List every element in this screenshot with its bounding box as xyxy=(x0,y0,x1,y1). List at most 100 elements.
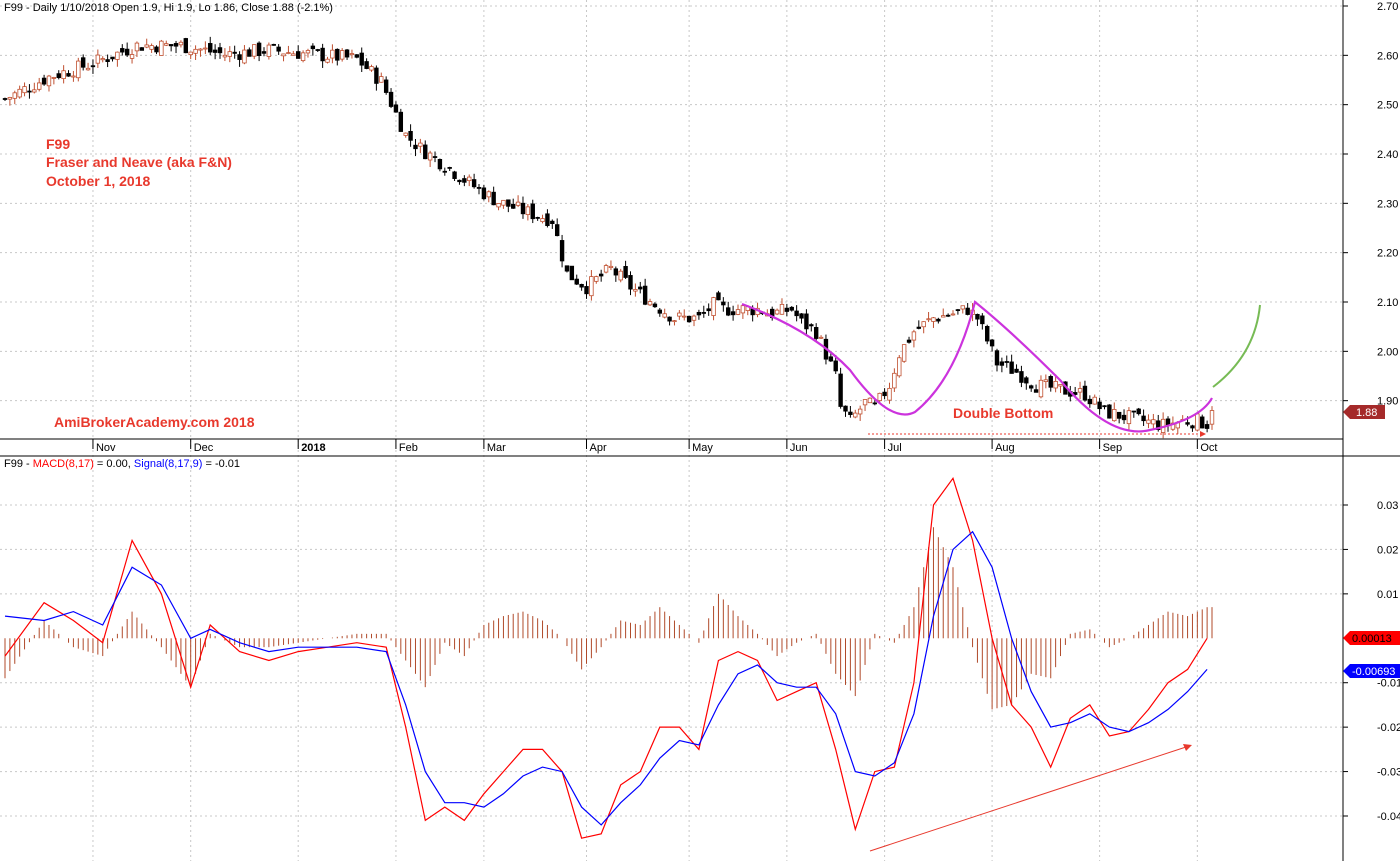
candle-body xyxy=(677,312,682,317)
title-company: Fraser and Neave (aka F&N) xyxy=(46,154,232,170)
close-tag-value: 1.88 xyxy=(1356,407,1377,419)
candle-body xyxy=(853,412,858,418)
candle-body xyxy=(418,142,423,147)
title-ticker: F99 xyxy=(46,136,70,152)
candle-body xyxy=(701,312,706,314)
candle-body xyxy=(41,77,47,85)
candle-body xyxy=(452,171,457,179)
candle-body xyxy=(359,52,364,66)
x-axis-ticks: Nov Dec 2018 Feb Mar Apr May Jun Jul Aug Sep Oct xyxy=(92,439,1217,454)
candle-body xyxy=(496,202,501,208)
candle-body xyxy=(1209,410,1215,425)
x-tick-label: Nov xyxy=(96,442,116,454)
candle-body xyxy=(413,144,418,150)
candle-body xyxy=(569,265,575,281)
candle-body xyxy=(437,159,443,170)
candle-body xyxy=(740,305,746,314)
candle-body xyxy=(892,372,897,389)
close-price-tag: 1.88 xyxy=(1343,405,1385,419)
candle-body xyxy=(843,405,848,412)
macd-header-signal-label: Signal(8,17,9) xyxy=(134,458,203,470)
price-tick-label: 2.70 xyxy=(1377,1,1398,13)
signal-tag-value: -0.00693 xyxy=(1352,666,1395,678)
candle-body xyxy=(608,265,614,268)
candle-body xyxy=(168,44,174,47)
candle-body xyxy=(476,187,482,189)
candle-body xyxy=(525,206,531,216)
candle-body xyxy=(222,54,228,58)
candle-body xyxy=(857,408,863,415)
candle-body xyxy=(85,67,91,71)
x-tick-label: Jul xyxy=(888,442,902,454)
candle-body xyxy=(1028,385,1034,389)
candle-body xyxy=(17,88,22,98)
candle-body xyxy=(335,48,340,61)
candle-body xyxy=(124,48,130,56)
candle-body xyxy=(613,268,619,276)
candle-body xyxy=(32,89,37,93)
candle-body xyxy=(1156,420,1161,431)
macd-tick-label: -0.04 xyxy=(1377,811,1400,823)
candle-body xyxy=(921,321,926,328)
candle-body xyxy=(667,316,672,322)
candle-body xyxy=(247,49,252,57)
candle-body xyxy=(721,301,726,306)
candle-body xyxy=(594,276,599,282)
candle-body xyxy=(535,216,540,219)
candle-body xyxy=(129,54,135,59)
candle-body xyxy=(603,265,609,273)
candle-body xyxy=(105,59,110,62)
macd-tag-value: 0.00013 xyxy=(1352,633,1392,645)
candle-body xyxy=(652,303,658,308)
candle-body xyxy=(804,313,809,330)
candle-body xyxy=(989,339,995,347)
candle-body xyxy=(574,278,579,285)
candle-body xyxy=(120,48,125,53)
candle-body xyxy=(1190,425,1195,429)
candle-body xyxy=(457,179,462,183)
x-tick-label: May xyxy=(692,442,713,454)
candle-body xyxy=(208,43,213,53)
candle-body xyxy=(916,326,922,329)
candle-body xyxy=(320,47,325,62)
candle-body xyxy=(784,307,790,312)
candle-body xyxy=(813,327,819,339)
candle-body xyxy=(369,66,374,71)
candle-body xyxy=(193,48,198,54)
x-tick-label: Feb xyxy=(399,442,418,454)
candle-body xyxy=(1146,419,1151,424)
candle-body xyxy=(393,104,399,113)
candle-body xyxy=(657,309,663,314)
candle-body xyxy=(1009,361,1014,374)
price-tick-label: 2.40 xyxy=(1377,149,1398,161)
candle-body xyxy=(203,47,208,50)
price-tick-label: 2.50 xyxy=(1377,100,1398,112)
candle-body xyxy=(877,392,882,402)
candle-body xyxy=(281,53,286,57)
candle-body xyxy=(985,326,990,342)
candle-body xyxy=(1195,413,1200,431)
signal-tag-shape xyxy=(1343,664,1400,678)
candle-body xyxy=(906,339,912,343)
candle-body xyxy=(242,49,247,64)
candle-body xyxy=(432,156,438,158)
signal-value-tag: -0.00693 xyxy=(1343,664,1400,678)
candle-body xyxy=(867,397,873,404)
candle-body xyxy=(447,167,452,169)
candle-body xyxy=(711,297,716,316)
price-tick-label: 2.20 xyxy=(1377,248,1398,260)
macd-tick-label: 0.01 xyxy=(1377,589,1398,601)
pattern-label: Double Bottom xyxy=(953,405,1053,421)
support-arrowhead xyxy=(1200,431,1206,437)
candle-body xyxy=(154,46,159,53)
macd-tick-label: 0.02 xyxy=(1377,544,1398,556)
candle-body xyxy=(71,75,76,78)
candle-body xyxy=(467,176,472,182)
candle-body xyxy=(1185,422,1190,425)
macd-header-prefix: F99 - xyxy=(4,458,33,470)
candle-body xyxy=(1131,410,1137,413)
candle-body xyxy=(1107,404,1112,419)
candle-body xyxy=(237,54,242,60)
candle-body xyxy=(584,286,589,295)
candle-body xyxy=(1058,384,1063,387)
